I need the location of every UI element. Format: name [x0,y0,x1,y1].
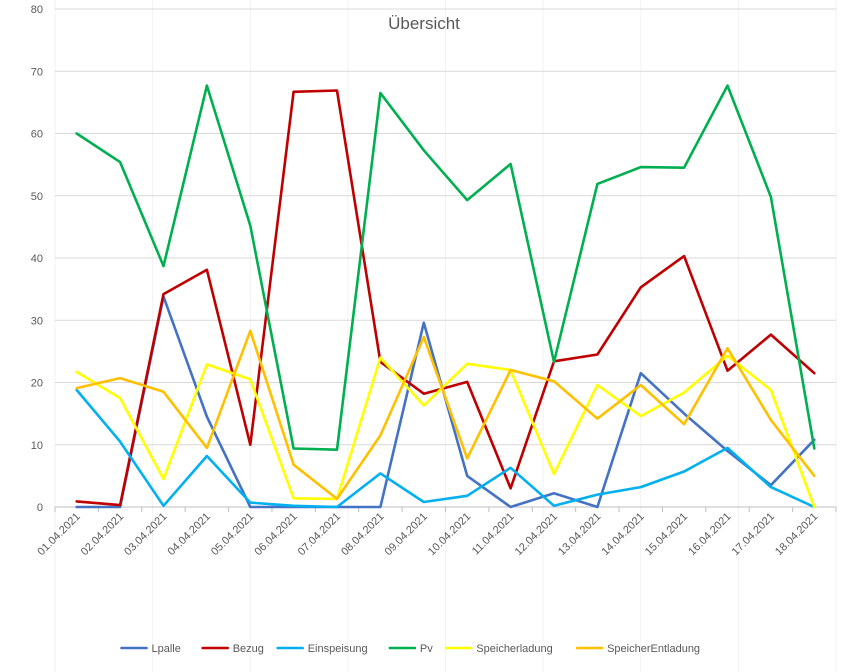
x-tick-label: 13.04.2021 [556,511,603,558]
x-tick-label: 17.04.2021 [730,511,777,558]
legend-label: Bezug [233,643,264,655]
y-tick-label: 80 [31,4,43,16]
y-tick-label: 20 [31,378,43,390]
x-tick-label: 08.04.2021 [339,511,386,558]
y-tick-label: 0 [37,502,43,514]
y-tick-label: 70 [31,66,43,78]
y-tick-label: 10 [31,440,43,452]
x-tick-label: 02.04.2021 [79,511,126,558]
series-line-speicherentladung[interactable] [75,329,816,501]
y-tick-label: 40 [31,253,43,265]
x-tick-label: 03.04.2021 [122,511,169,558]
legend-label: Pv [420,643,433,655]
x-tick-label: 05.04.2021 [209,511,256,558]
x-tick-label: 11.04.2021 [470,511,517,558]
series-line-einspeisung[interactable] [75,388,816,509]
x-tick-label: 04.04.2021 [166,511,213,558]
x-tick-label: 06.04.2021 [252,511,299,558]
x-tick-label: 14.04.2021 [599,511,646,558]
series-line-pv[interactable] [75,84,816,452]
x-tick-label: 18.04.2021 [773,511,820,558]
x-tick-label: 16.04.2021 [686,511,733,558]
chart-title: Übersicht [388,14,460,33]
x-tick-label: 12.04.2021 [513,511,560,558]
x-tick-label: 07.04.2021 [296,511,343,558]
legend-label: Lpalle [152,643,181,655]
x-tick-label: 10.04.2021 [426,511,473,558]
series-line-bezug[interactable] [75,89,816,507]
x-tick-label: 15.04.2021 [643,511,690,558]
legend-label: Speicherladung [476,643,552,655]
legend-label: SpeicherEntladung [607,643,700,655]
y-tick-label: 50 [31,191,43,203]
legend-label: Einspeisung [308,643,368,655]
y-tick-label: 60 [31,129,43,141]
x-tick-label: 01.04.2021 [35,511,82,558]
x-tick-label: 09.04.2021 [383,511,430,558]
y-tick-label: 30 [31,315,43,327]
series-line-speicherladung[interactable] [75,354,816,509]
